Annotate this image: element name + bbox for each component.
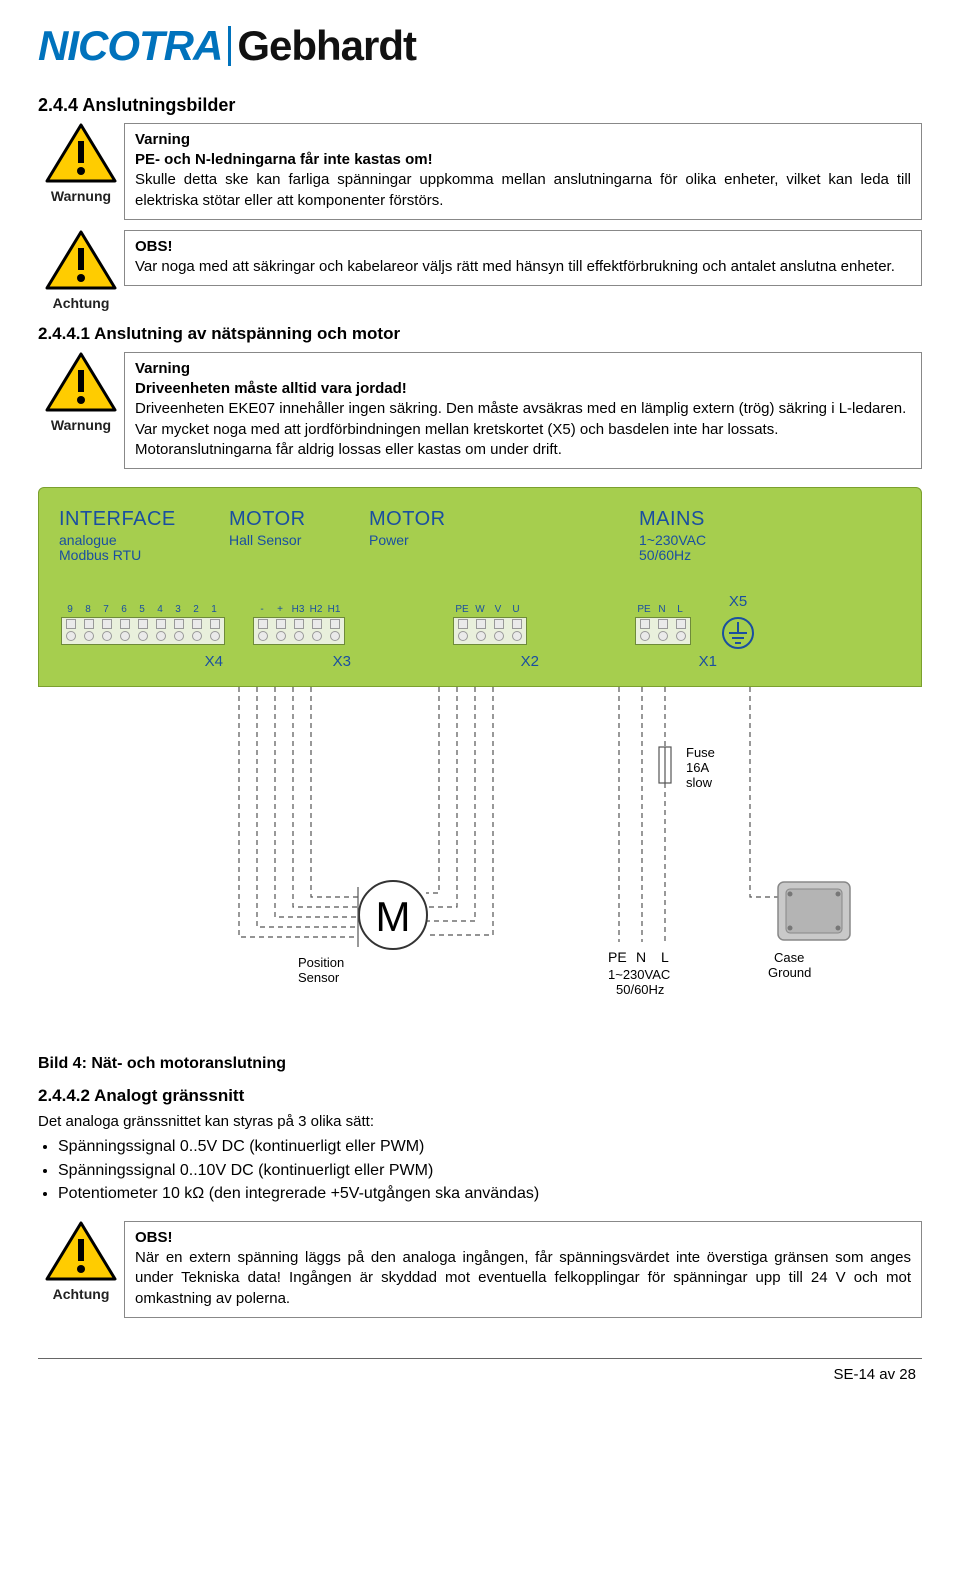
mains-pe: PE: [608, 949, 627, 965]
mains-n: N: [636, 949, 646, 965]
brand-logo: NICOTRA Gebhardt: [38, 18, 922, 75]
board-sublabel: Power: [369, 533, 579, 548]
warning-box-2: OBS! Var noga med att säkringar och kabe…: [124, 230, 922, 287]
warning-block-2: Achtung OBS! Var noga med att säkringar …: [38, 230, 922, 313]
analog-intro-text: Det analoga gränssnittet kan styras på 3…: [38, 1112, 922, 1132]
board-label-mains: MAINS: [639, 506, 809, 533]
warning-box-4: OBS! När en extern spänning läggs på den…: [124, 1221, 922, 1318]
warning-label: Warnung: [38, 187, 124, 206]
footer-rule: [38, 1358, 922, 1359]
position-sensor-label: Position: [298, 955, 344, 970]
logo-right: Gebhardt: [237, 18, 416, 75]
warning-body-line: Motoranslutningarna får aldrig lossas el…: [135, 440, 911, 460]
warning-label: Warnung: [38, 416, 124, 435]
board-sublabel: Modbus RTU: [59, 548, 229, 563]
logo-separator: [228, 26, 231, 66]
analog-bullet-list: Spänningssignal 0..5V DC (kontinuerligt …: [38, 1136, 922, 1205]
fuse-label: slow: [686, 775, 713, 790]
hazard-icon: [45, 1221, 117, 1283]
mains-l: L: [661, 949, 669, 965]
board-sublabel: analogue: [59, 533, 229, 548]
x1-label: X1: [539, 652, 717, 672]
warning-bold-line: PE- och N-ledningarna får inte kastas om…: [135, 150, 911, 170]
warning-body: När en extern spänning läggs på den anal…: [135, 1248, 911, 1309]
logo-left: NICOTRA: [38, 18, 222, 75]
x4-label: X4: [59, 652, 223, 672]
warning-title: Varning: [135, 130, 911, 150]
warning-body: Var noga med att säkringar och kabelareo…: [135, 257, 911, 277]
motor-symbol: M: [376, 893, 411, 940]
warning-box-3: Varning Driveenheten måste alltid vara j…: [124, 352, 922, 469]
board-label-motor-hall: MOTOR: [229, 506, 369, 533]
earth-icon: [721, 616, 755, 650]
warning-block-3: Warnung Varning Driveenheten måste allti…: [38, 352, 922, 469]
fuse-label: Fuse: [686, 745, 715, 760]
warning-bold-line: Driveenheten måste alltid vara jordad!: [135, 379, 911, 399]
list-item: Potentiometer 10 kΩ (den integrerade +5V…: [58, 1183, 922, 1205]
terminal-x2: PEWVU: [453, 603, 527, 650]
warning-title: OBS!: [135, 1228, 911, 1248]
terminal-x5: X5: [721, 592, 755, 650]
mains-hz: 50/60Hz: [616, 982, 664, 997]
circuit-board-diagram: INTERFACE analogue Modbus RTU MOTOR Hall…: [38, 487, 922, 1047]
warning-body-line: Var mycket noga med att jordförbindninge…: [135, 420, 911, 440]
list-item: Spänningssignal 0..10V DC (kontinuerligt…: [58, 1160, 922, 1182]
terminal-x3: -+H3H2H1: [253, 603, 345, 650]
warning-body: Skulle detta ske kan farliga spänningar …: [135, 170, 911, 211]
terminal-x1: PENL: [635, 603, 691, 650]
board-label-motor-power: MOTOR: [369, 506, 579, 533]
hazard-icon: [45, 352, 117, 414]
case-ground-label: Case: [774, 950, 804, 965]
list-item: Spänningssignal 0..5V DC (kontinuerligt …: [58, 1136, 922, 1158]
warning-label: Achtung: [38, 294, 124, 313]
warning-title: OBS!: [135, 237, 911, 257]
hazard-icon: [45, 123, 117, 185]
figure-caption: Bild 4: Nät- och motoranslutning: [38, 1053, 922, 1075]
x2-label: X2: [351, 652, 539, 672]
warning-box-1: Varning PE- och N-ledningarna får inte k…: [124, 123, 922, 220]
section-2-4-4-2-heading: 2.4.4.2 Analogt gränssnitt: [38, 1085, 922, 1108]
section-2-4-4-1-heading: 2.4.4.1 Anslutning av nätspänning och mo…: [38, 323, 922, 346]
wiring-diagram: Fuse 16A slow M Position Sensor PE N L 1…: [38, 687, 922, 1047]
warning-body-line: Driveenheten EKE07 innehåller ingen säkr…: [135, 399, 911, 419]
warning-block-4: Achtung OBS! När en extern spänning lägg…: [38, 1221, 922, 1318]
board-sublabel: 1~230VAC: [639, 533, 809, 548]
terminal-x4: 987654321: [61, 603, 225, 650]
warning-label: Achtung: [38, 1285, 124, 1304]
page-footer: SE-14 av 28: [38, 1365, 922, 1385]
section-2-4-4-heading: 2.4.4 Anslutningsbilder: [38, 93, 922, 117]
warning-block-1: Warnung Varning PE- och N-ledningarna få…: [38, 123, 922, 220]
case-ground-label: Ground: [768, 965, 811, 980]
x3-label: X3: [223, 652, 351, 672]
mains-voltage: 1~230VAC: [608, 967, 670, 982]
board-label-interface: INTERFACE: [59, 506, 229, 533]
hazard-icon: [45, 230, 117, 292]
board-sublabel: 50/60Hz: [639, 548, 809, 563]
fuse-label: 16A: [686, 760, 709, 775]
board-sublabel: Hall Sensor: [229, 533, 369, 548]
position-sensor-label: Sensor: [298, 970, 340, 985]
warning-title: Varning: [135, 359, 911, 379]
